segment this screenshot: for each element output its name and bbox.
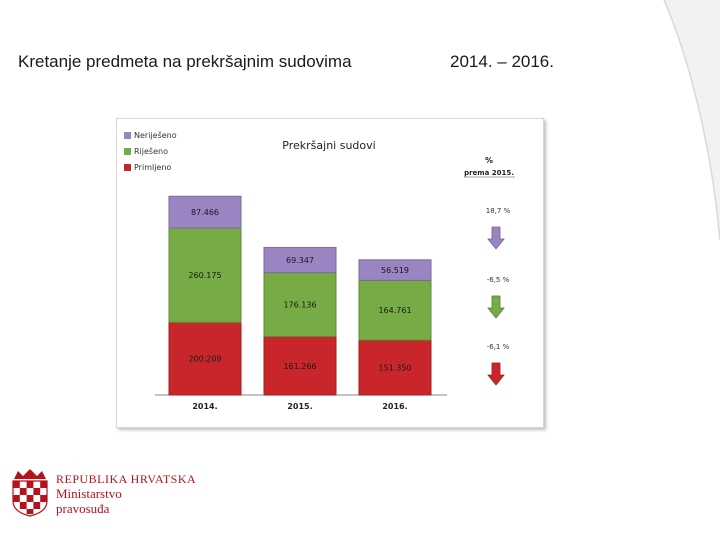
x-tick-label-2: 2015. xyxy=(287,402,312,411)
bar-nerijeseno-1 xyxy=(168,195,242,229)
legend-label-primljeno: Primljeno xyxy=(134,163,171,172)
legend-swatch-nerijeseno xyxy=(124,132,131,139)
bar-label-primljeno-3: 151.350 xyxy=(378,364,411,373)
change-arrow-down-icon-3 xyxy=(487,362,505,386)
logo-ministry-line2: pravosuđa xyxy=(56,501,110,516)
change-arrow-down-icon-2 xyxy=(487,295,505,319)
chart-panel: Prekršajni sudovi Neriješeno Riješeno Priml… xyxy=(116,118,544,428)
legend-swatch-rijeseno xyxy=(124,148,131,155)
change-value-2: -6,5 % xyxy=(487,276,510,284)
bar-label-rijeseno-1: 260.175 xyxy=(188,271,221,280)
bar-primljeno-3 xyxy=(358,339,432,396)
bar-label-rijeseno-3: 164.761 xyxy=(378,306,411,315)
legend-label-rijeseno: Riješeno xyxy=(134,146,168,156)
slide-title: Kretanje predmeta na prekršajnim sudovim… xyxy=(18,52,352,71)
bar-label-primljeno-2: 161.266 xyxy=(283,362,316,371)
bar-label-rijeseno-2: 176.136 xyxy=(283,301,316,310)
bar-primljeno-2 xyxy=(263,336,337,396)
bar-label-nerijeseno-3: 56.519 xyxy=(381,266,409,275)
croatian-coat-of-arms-icon xyxy=(12,469,48,517)
x-tick-label-1: 2014. xyxy=(192,402,217,411)
bar-nerijeseno-2 xyxy=(263,246,337,274)
logo-ministry-line1: Ministarstvo xyxy=(56,486,122,501)
bar-rijeseno-2 xyxy=(263,272,337,338)
bar-label-nerijeseno-2: 69.347 xyxy=(286,256,314,265)
bar-nerijeseno-3 xyxy=(358,259,432,281)
bar-label-primljeno-1: 200.209 xyxy=(188,355,221,364)
logo-country-name: REPUBLIKA HRVATSKA xyxy=(56,472,197,486)
bar-primljeno-1 xyxy=(168,321,242,396)
change-value-3: -6,1 % xyxy=(487,343,510,351)
bar-label-nerijeseno-1: 87.466 xyxy=(191,208,219,217)
change-value-1: 18,7 % xyxy=(486,207,511,215)
chart-title: Prekršajni sudovi xyxy=(282,139,375,152)
x-tick-label-3: 2016. xyxy=(382,402,407,411)
change-header-reference: prema 2015. xyxy=(464,169,514,177)
change-arrow-down-icon-1 xyxy=(487,226,505,250)
stacked-bar-chart: Prekršajni sudovi Neriješeno Riješeno Priml… xyxy=(124,130,515,411)
bar-rijeseno-3 xyxy=(358,279,432,341)
slide-years: 2014. – 2016. xyxy=(450,52,554,71)
legend-swatch-primljeno xyxy=(124,164,131,171)
change-header-percent: % xyxy=(485,156,493,165)
legend-label-nerijeseno: Neriješeno xyxy=(134,130,177,140)
